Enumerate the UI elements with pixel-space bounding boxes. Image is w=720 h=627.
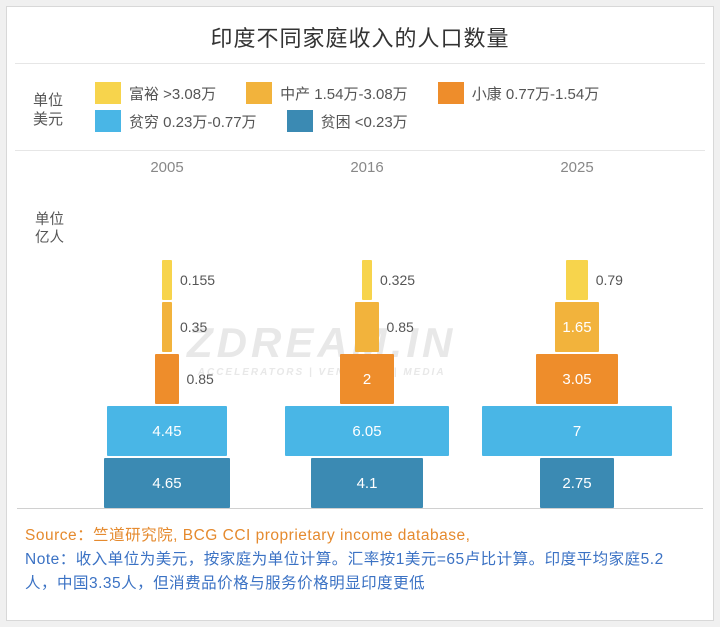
bar-segment: 4.45: [107, 406, 228, 456]
year-label: 2005: [77, 159, 257, 176]
unit-people-l1: 单位: [35, 212, 64, 228]
legend-swatch: [287, 110, 313, 132]
chart-frame: 印度不同家庭收入的人口数量 单位 美元 富裕 >3.08万 中产 1.54万-3.…: [6, 6, 714, 621]
legend-swatch: [95, 82, 121, 104]
bar-segment: 2.75: [540, 458, 615, 508]
note-text: 收入单位为美元，按家庭为单位计算。汇率按1美元=65卢比计算。印度平均家庭5.2…: [25, 551, 664, 592]
bar-segment: 4.65: [104, 458, 230, 508]
bar-stack: 0.791.653.0572.75: [477, 258, 677, 508]
legend: 单位 美元 富裕 >3.08万 中产 1.54万-3.08万 小康 0.77万-1.…: [7, 64, 713, 150]
unit-people: 单位 亿人: [35, 211, 64, 247]
unit-currency: 单位 美元: [33, 92, 63, 130]
legend-label: 中产 1.54万-3.08万: [280, 83, 408, 104]
unit-currency-l2: 美元: [33, 111, 63, 128]
legend-swatch: [246, 82, 272, 104]
legend-label: 富裕 >3.08万: [129, 83, 216, 104]
bar-value-label: 0.325: [380, 272, 415, 288]
chart-area: 单位 亿人 ZDREAM.IN ACCELERATORS | VENTURES …: [17, 159, 703, 509]
bar-value-label: 0.85: [187, 371, 214, 387]
divider: [15, 150, 705, 151]
bar-segment: 1.65: [555, 302, 600, 352]
bar-value-label: 0.35: [180, 319, 207, 335]
source-line: Source：竺道研究院, BCG CCI proprietary income…: [25, 524, 695, 548]
bar-segment: 2: [340, 354, 394, 404]
bar-segment: 0.85: [155, 354, 178, 404]
legend-row: 富裕 >3.08万 中产 1.54万-3.08万 小康 0.77万-1.54万贫穷 …: [95, 82, 695, 138]
bar-segment: 0.35: [162, 302, 172, 352]
source-text: 竺道研究院, BCG CCI proprietary income databa…: [93, 527, 470, 544]
note-label: Note：: [25, 551, 76, 568]
source-label: Source：: [25, 527, 93, 544]
bar-value-label: 0.85: [387, 319, 414, 335]
legend-item: 小康 0.77万-1.54万: [438, 82, 600, 104]
legend-label: 小康 0.77万-1.54万: [472, 83, 600, 104]
chart-title: 印度不同家庭收入的人口数量: [7, 7, 713, 63]
legend-label: 贫困 <0.23万: [321, 111, 408, 132]
bar-segment: 0.85: [355, 302, 378, 352]
bar-segment: 4.1: [311, 458, 422, 508]
bar-segment: 0.79: [566, 260, 587, 300]
legend-swatch: [95, 110, 121, 132]
bar-value-label: 0.155: [180, 272, 215, 288]
bar-segment: 7: [482, 406, 672, 456]
note-line: Note：收入单位为美元，按家庭为单位计算。汇率按1美元=65卢比计算。印度平均…: [25, 548, 695, 596]
legend-item: 中产 1.54万-3.08万: [246, 82, 408, 104]
bar-segment: 3.05: [536, 354, 619, 404]
bar-segment: 0.155: [162, 260, 172, 300]
legend-item: 贫穷 0.23万-0.77万: [95, 110, 257, 132]
bar-stack: 0.3250.8526.054.1: [267, 258, 467, 508]
legend-label: 贫穷 0.23万-0.77万: [129, 111, 257, 132]
bar-segment: 0.325: [362, 260, 372, 300]
unit-people-l2: 亿人: [35, 230, 64, 246]
footer: Source：竺道研究院, BCG CCI proprietary income…: [7, 509, 713, 596]
year-label: 2016: [277, 159, 457, 176]
bar-segment: 6.05: [285, 406, 449, 456]
legend-item: 贫困 <0.23万: [287, 110, 408, 132]
legend-item: 富裕 >3.08万: [95, 82, 216, 104]
unit-currency-l1: 单位: [33, 92, 63, 109]
bar-value-label: 0.79: [596, 272, 623, 288]
legend-swatch: [438, 82, 464, 104]
year-label: 2025: [487, 159, 667, 176]
bar-stack: 0.1550.350.854.454.65: [67, 258, 267, 508]
